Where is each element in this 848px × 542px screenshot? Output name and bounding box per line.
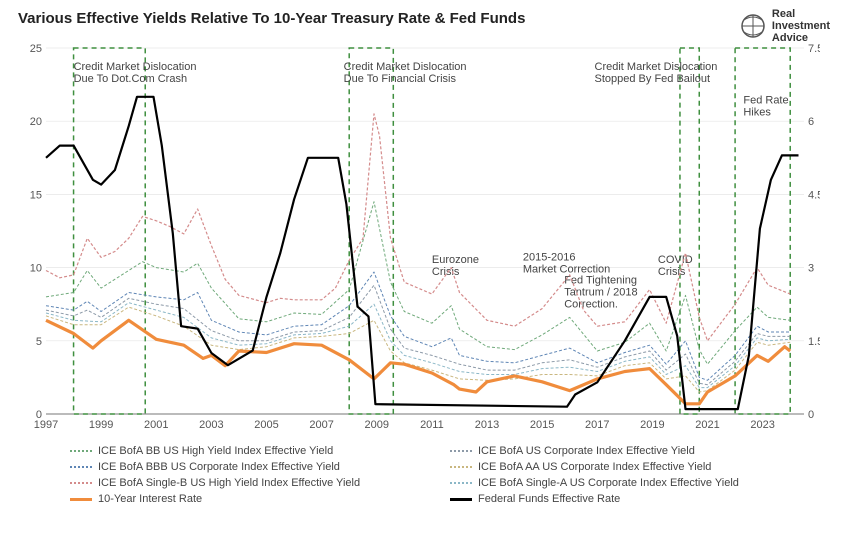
- svg-text:6: 6: [808, 116, 814, 128]
- chart-title: Various Effective Yields Relative To 10-…: [18, 10, 525, 27]
- svg-text:25: 25: [30, 43, 42, 55]
- legend-swatch: [450, 450, 472, 452]
- logo-line1: Real: [772, 8, 830, 20]
- legend-swatch: [450, 482, 472, 484]
- svg-text:1997: 1997: [34, 419, 58, 430]
- svg-text:2007: 2007: [309, 419, 333, 430]
- legend-label: ICE BofA Single-B US High Yield Index Ef…: [98, 477, 360, 489]
- svg-text:3: 3: [808, 263, 814, 275]
- svg-text:Crisis: Crisis: [432, 266, 460, 278]
- legend-item-ten_year: 10-Year Interest Rate: [70, 493, 420, 505]
- legend-label: ICE BofA BB US High Yield Index Effectiv…: [98, 445, 333, 457]
- svg-text:4.5: 4.5: [808, 189, 820, 201]
- svg-text:1999: 1999: [89, 419, 113, 430]
- svg-text:2021: 2021: [695, 419, 719, 430]
- svg-text:15: 15: [30, 189, 42, 201]
- svg-text:Eurozone: Eurozone: [432, 254, 479, 266]
- logo-line2: Investment: [772, 20, 830, 32]
- legend-label: ICE BofA US Corporate Index Effective Yi…: [478, 445, 695, 457]
- svg-text:0: 0: [808, 409, 814, 421]
- globe-icon: [740, 13, 766, 39]
- svg-text:Market Correction: Market Correction: [523, 263, 610, 275]
- brand-logo: Real Investment Advice: [740, 8, 830, 44]
- legend-item-aa: ICE BofA AA US Corporate Index Effective…: [450, 461, 800, 473]
- legend-label: ICE BofA Single-A US Corporate Index Eff…: [478, 477, 739, 489]
- svg-text:Due To Financial Crisis: Due To Financial Crisis: [344, 73, 457, 85]
- svg-text:Credit Market Dislocation: Credit Market Dislocation: [344, 61, 467, 73]
- svg-text:1.5: 1.5: [808, 336, 820, 348]
- svg-text:2011: 2011: [420, 419, 444, 430]
- legend-item-bbb: ICE BofA BBB US Corporate Index Effectiv…: [70, 461, 420, 473]
- chart-plot: 051015202501.534.567.5199719992001200320…: [30, 40, 820, 430]
- svg-text:Fed Tightening: Fed Tightening: [564, 275, 637, 287]
- svg-text:Due To Dot.Com Crash: Due To Dot.Com Crash: [74, 73, 188, 85]
- svg-text:2001: 2001: [144, 419, 168, 430]
- svg-text:Hikes: Hikes: [743, 107, 771, 119]
- svg-text:Credit Market Dislocation: Credit Market Dislocation: [74, 61, 197, 73]
- svg-text:2017: 2017: [585, 419, 609, 430]
- chart-legend: ICE BofA BB US High Yield Index Effectiv…: [70, 445, 800, 505]
- legend-swatch: [450, 466, 472, 468]
- legend-item-bb: ICE BofA BB US High Yield Index Effectiv…: [70, 445, 420, 457]
- legend-label: Federal Funds Effective Rate: [478, 493, 620, 505]
- svg-text:7.5: 7.5: [808, 43, 820, 55]
- legend-swatch: [70, 450, 92, 452]
- svg-text:2019: 2019: [640, 419, 664, 430]
- legend-label: ICE BofA AA US Corporate Index Effective…: [478, 461, 711, 473]
- legend-item-fed_funds: Federal Funds Effective Rate: [450, 493, 800, 505]
- legend-label: ICE BofA BBB US Corporate Index Effectiv…: [98, 461, 340, 473]
- svg-text:Fed Rate: Fed Rate: [743, 95, 788, 107]
- svg-text:20: 20: [30, 116, 42, 128]
- legend-item-corp: ICE BofA US Corporate Index Effective Yi…: [450, 445, 800, 457]
- legend-swatch: [450, 498, 472, 501]
- svg-text:2023: 2023: [750, 419, 774, 430]
- svg-text:2003: 2003: [199, 419, 223, 430]
- svg-text:2009: 2009: [365, 419, 389, 430]
- legend-item-single_b: ICE BofA Single-B US High Yield Index Ef…: [70, 477, 420, 489]
- legend-swatch: [70, 498, 92, 501]
- legend-item-single_a: ICE BofA Single-A US Corporate Index Eff…: [450, 477, 800, 489]
- svg-text:Correction.: Correction.: [564, 299, 618, 311]
- svg-text:2013: 2013: [475, 419, 499, 430]
- legend-swatch: [70, 482, 92, 484]
- svg-text:Stopped By Fed Bailout: Stopped By Fed Bailout: [595, 73, 711, 85]
- svg-text:2015: 2015: [530, 419, 554, 430]
- svg-text:5: 5: [36, 336, 42, 348]
- legend-swatch: [70, 466, 92, 468]
- svg-text:10: 10: [30, 263, 42, 275]
- svg-text:2015-2016: 2015-2016: [523, 251, 576, 263]
- svg-text:Crisis: Crisis: [658, 266, 686, 278]
- legend-label: 10-Year Interest Rate: [98, 493, 202, 505]
- svg-text:2005: 2005: [254, 419, 278, 430]
- chart-container: Various Effective Yields Relative To 10-…: [0, 0, 848, 542]
